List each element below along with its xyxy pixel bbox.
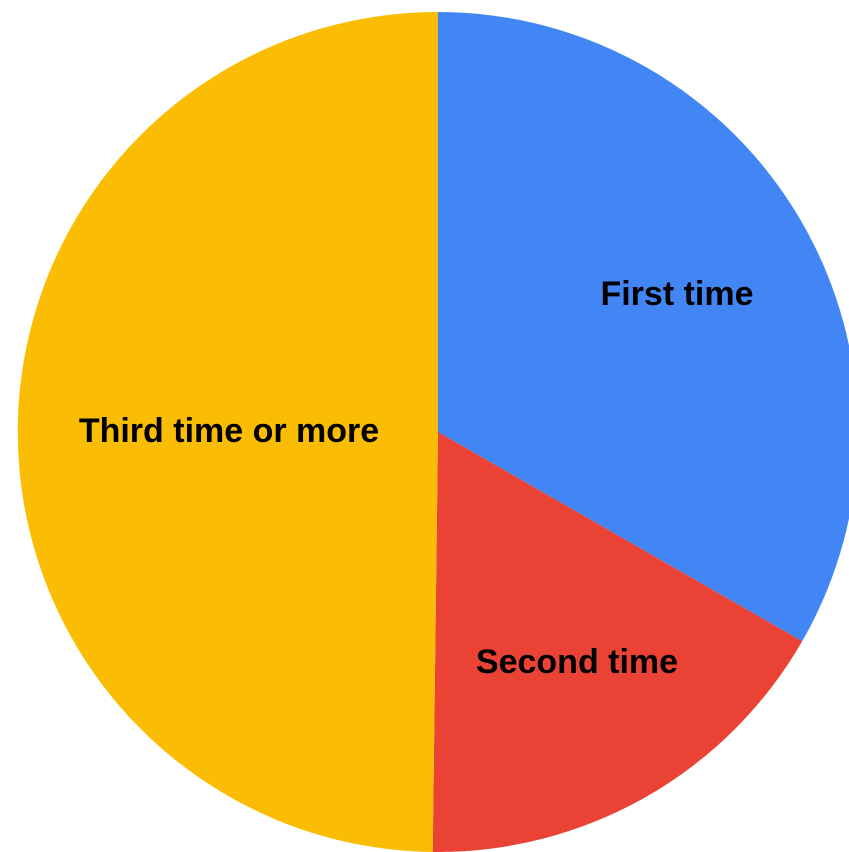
pie-slice-third-time-or-more xyxy=(17,11,439,852)
pie-label-second-time: Second time xyxy=(476,643,678,681)
pie-label-first-time: First time xyxy=(600,275,753,313)
pie-label-third-time-or-more: Third time or more xyxy=(79,412,379,450)
labels-layer: First time Second time Third time or more xyxy=(79,275,754,681)
pie-slice-first-time xyxy=(438,12,849,642)
pie-slice-second-time xyxy=(432,432,803,852)
slices-layer xyxy=(17,11,849,852)
